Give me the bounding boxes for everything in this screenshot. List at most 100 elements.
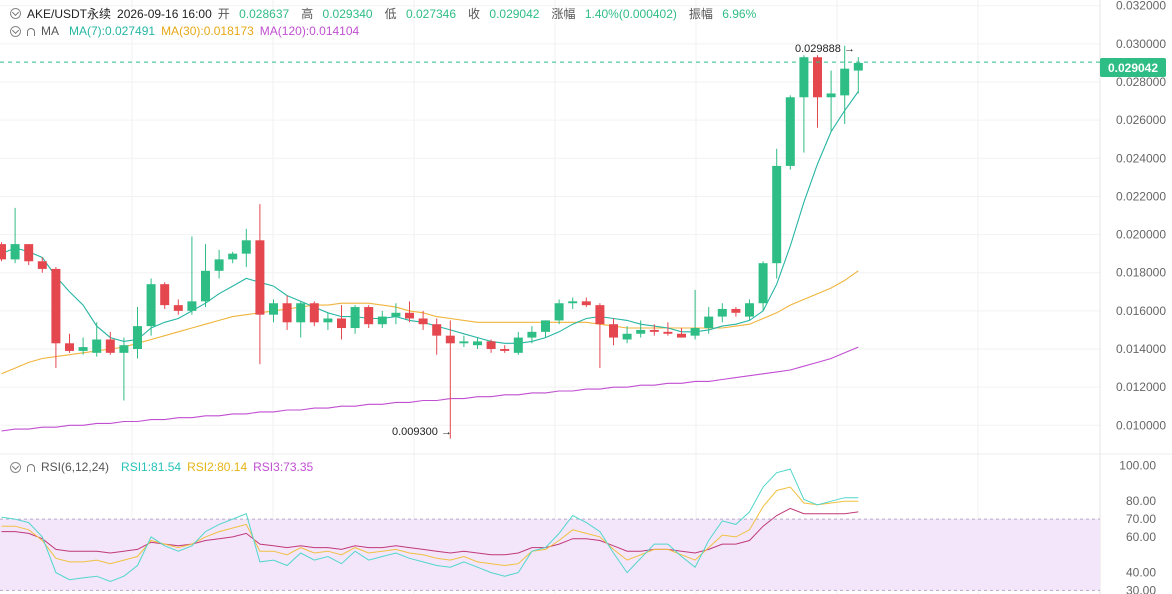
rsi1-line	[1, 468, 859, 583]
candle-body	[554, 303, 564, 321]
price-tick-label: 0.028000	[1116, 75, 1166, 89]
candle	[364, 305, 374, 329]
candle	[24, 244, 34, 266]
candle-body	[527, 331, 537, 338]
price-tick-label: 0.020000	[1116, 228, 1166, 242]
candle-body	[459, 341, 469, 344]
rsi2-line	[1, 486, 859, 567]
candle-body	[228, 253, 238, 260]
candle-body	[10, 244, 20, 260]
period-high-marker: 0.029888 →	[795, 43, 855, 55]
candle	[704, 307, 714, 334]
change-value: 1.40%(0.000402)	[584, 7, 677, 21]
candle-body	[0, 244, 6, 260]
rsi1-value: RSI1:81.54	[121, 460, 182, 474]
candle-body	[187, 301, 197, 311]
candle	[201, 244, 210, 308]
price-tick-label: 0.014000	[1116, 342, 1166, 356]
candle-body	[745, 303, 754, 317]
price-tick-label: 0.016000	[1116, 304, 1166, 318]
candle	[255, 204, 265, 365]
rsi-legend: RSI(6,12,24) RSI1:81.54 RSI2:80.14 RSI3:…	[10, 460, 319, 474]
candle	[105, 331, 115, 355]
price-tick-label: 0.010000	[1116, 418, 1166, 432]
candle-body	[541, 320, 550, 332]
candle	[391, 303, 401, 325]
candle	[337, 305, 346, 340]
candle	[473, 337, 482, 350]
rsi-indicator-label[interactable]: RSI(6,12,24)	[27, 460, 115, 474]
price-tick-label: 0.018000	[1116, 266, 1166, 280]
candle-body	[704, 316, 714, 329]
bell-icon	[27, 464, 35, 472]
change-label: 涨幅	[551, 7, 576, 21]
candle-body	[595, 305, 605, 325]
candle-body	[813, 57, 822, 98]
rsi-tick-label: 40.00	[1126, 566, 1156, 580]
price-tick-label: 0.032000	[1116, 0, 1166, 13]
candle	[133, 307, 142, 359]
candle	[228, 251, 238, 264]
candle-body	[731, 308, 741, 313]
candle	[622, 326, 632, 344]
candle-body	[826, 93, 836, 98]
candle-body	[677, 333, 686, 338]
candle	[432, 318, 442, 355]
candle	[418, 310, 428, 330]
candle	[146, 278, 156, 336]
candle	[377, 310, 387, 329]
price-tick-label: 0.026000	[1116, 113, 1166, 127]
close-label: 收	[468, 7, 481, 21]
candle	[772, 148, 782, 279]
candle	[0, 242, 6, 262]
high-label: 高	[301, 7, 314, 21]
candle	[459, 335, 469, 348]
ma-indicator-label[interactable]: MA	[27, 24, 65, 38]
candle	[160, 282, 170, 309]
candle-body	[772, 165, 782, 264]
candle	[78, 337, 88, 355]
candle-body	[717, 308, 727, 317]
rsi2-value: RSI2:80.14	[187, 460, 248, 474]
rsi-tick-label: 60.00	[1126, 530, 1156, 544]
candle-body	[201, 270, 210, 302]
rsi-overbought-oversold-band	[0, 519, 1100, 591]
candle	[513, 331, 523, 355]
candle-body	[173, 305, 183, 311]
close-value: 0.029042	[489, 7, 540, 21]
candle	[636, 320, 646, 338]
candle-body	[785, 97, 795, 166]
candle	[173, 299, 183, 315]
collapse-chevron-icon[interactable]	[10, 461, 21, 473]
collapse-chevron-icon[interactable]	[10, 25, 21, 37]
candle	[826, 70, 836, 132]
collapse-chevron-icon[interactable]	[10, 8, 21, 19]
candle-body	[146, 284, 156, 327]
candle-body	[323, 318, 333, 323]
ma30-value: MA(30):0.018173	[161, 24, 254, 38]
candle-body	[432, 324, 442, 336]
candle	[581, 297, 591, 308]
candle-body	[799, 57, 809, 98]
ma120-value: MA(120):0.014104	[259, 24, 360, 38]
candle-body	[350, 307, 360, 329]
candle	[445, 320, 455, 439]
candle-body	[581, 301, 591, 306]
price-tick-label: 0.022000	[1116, 189, 1166, 203]
candle	[799, 55, 809, 153]
candle-body	[296, 303, 306, 323]
candle-body	[391, 312, 401, 317]
ma7-line	[1, 91, 859, 344]
candle	[486, 339, 496, 353]
candle	[609, 318, 618, 346]
candle	[568, 297, 578, 309]
candle	[758, 261, 768, 311]
amplitude-value: 6.96%	[722, 7, 757, 21]
candle	[92, 322, 102, 357]
candle-body	[92, 339, 102, 353]
candle-body	[255, 240, 265, 315]
candle-body	[445, 335, 455, 344]
low-label: 低	[384, 7, 397, 21]
